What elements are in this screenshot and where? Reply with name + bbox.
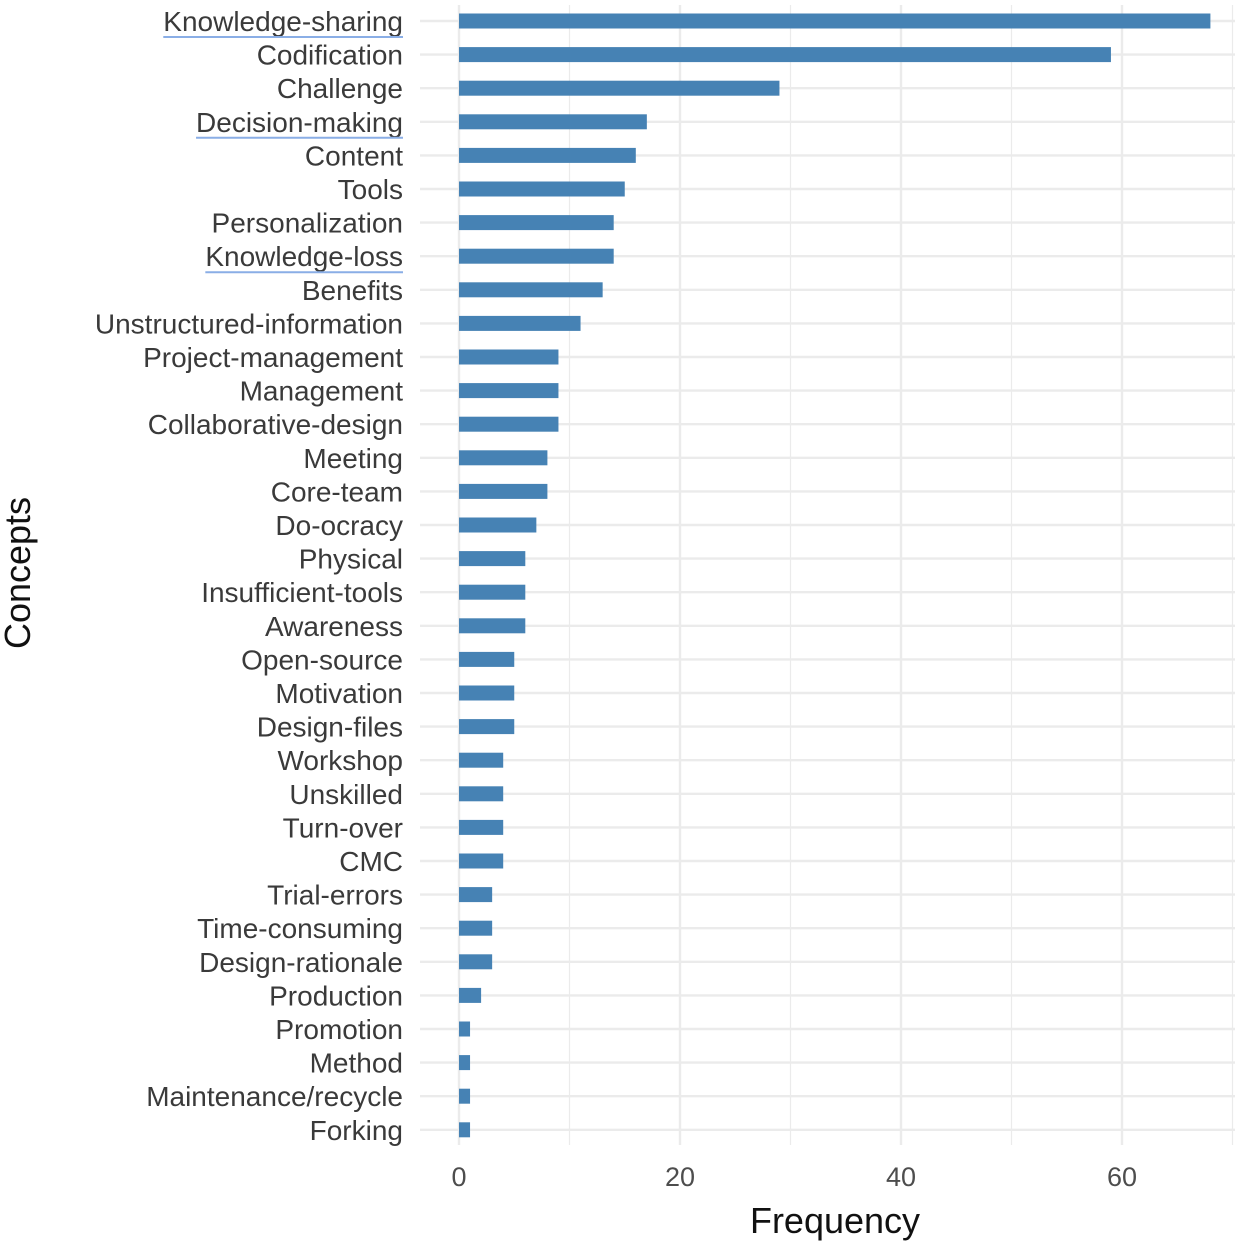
x-tick-label: 20 xyxy=(665,1162,695,1192)
category-label: Personalization xyxy=(212,208,403,239)
bar xyxy=(459,282,603,298)
bar xyxy=(459,450,548,466)
bar xyxy=(459,416,559,432)
category-label: CMC xyxy=(339,846,403,877)
bar xyxy=(459,114,647,130)
category-label: Core-team xyxy=(271,476,403,507)
category-label: Do-ocracy xyxy=(275,510,403,541)
category-label: Content xyxy=(305,140,403,171)
bar xyxy=(459,920,493,936)
category-label: Method xyxy=(310,1048,403,1079)
category-label: Collaborative-design xyxy=(148,409,403,440)
bar xyxy=(459,13,1211,29)
bar xyxy=(459,1021,471,1037)
category-label: Open-source xyxy=(241,644,403,675)
category-label: Decision-making xyxy=(196,107,403,138)
x-tick-label: 60 xyxy=(1107,1162,1137,1192)
bar xyxy=(459,80,780,96)
category-label: Motivation xyxy=(275,678,403,709)
bar xyxy=(459,1055,471,1071)
category-label: Project-management xyxy=(143,342,403,373)
bar xyxy=(459,954,493,970)
category-label: Workshop xyxy=(277,745,403,776)
bar xyxy=(459,551,526,567)
x-tick-labels: 0 20 40 60 xyxy=(451,1162,1137,1192)
bar xyxy=(459,1088,471,1104)
category-label: Physical xyxy=(299,544,403,575)
category-label: Design-files xyxy=(257,712,403,743)
bar xyxy=(459,147,636,163)
bar xyxy=(459,752,504,768)
y-axis-title: Concepts xyxy=(0,497,38,649)
bar xyxy=(459,215,614,231)
category-label: Benefits xyxy=(302,275,403,306)
bar xyxy=(459,349,559,365)
category-label: Time-consuming xyxy=(197,913,403,944)
category-label: Meeting xyxy=(303,443,403,474)
category-label: Knowledge-sharing xyxy=(163,6,403,37)
bar xyxy=(459,719,515,735)
category-label: Knowledge-loss xyxy=(205,241,403,272)
category-label: Insufficient-tools xyxy=(201,577,403,608)
grid-lines xyxy=(420,5,1235,1145)
bar xyxy=(459,618,526,634)
category-labels: Knowledge-sharingCodificationChallengeDe… xyxy=(95,6,403,1146)
x-tick-label: 0 xyxy=(451,1162,466,1192)
category-label: Unstructured-information xyxy=(95,308,403,339)
category-label: Production xyxy=(269,980,403,1011)
bar xyxy=(459,1122,471,1138)
bar xyxy=(459,517,537,533)
category-label: Codification xyxy=(257,40,403,71)
category-label: Turn-over xyxy=(283,812,403,843)
category-label: Design-rationale xyxy=(199,947,403,978)
bar xyxy=(459,819,504,835)
x-tick-label: 40 xyxy=(886,1162,916,1192)
category-label: Maintenance/recycle xyxy=(146,1081,403,1112)
bar xyxy=(459,786,504,802)
category-label: Challenge xyxy=(277,73,403,104)
bar xyxy=(459,383,559,399)
bar xyxy=(459,181,625,197)
category-label: Awareness xyxy=(265,611,403,642)
bar xyxy=(459,853,504,869)
bars xyxy=(459,13,1211,1138)
category-label: Unskilled xyxy=(289,779,403,810)
category-label: Management xyxy=(240,376,404,407)
x-axis-title: Frequency xyxy=(750,1200,920,1241)
bar xyxy=(459,651,515,667)
bar xyxy=(459,483,548,499)
category-label: Promotion xyxy=(275,1014,403,1045)
bar xyxy=(459,987,482,1003)
bar xyxy=(459,685,515,701)
category-label: Tools xyxy=(338,174,403,205)
bar xyxy=(459,248,614,264)
bar xyxy=(459,315,581,331)
bar xyxy=(459,887,493,903)
bar xyxy=(459,47,1111,63)
bar xyxy=(459,584,526,600)
category-label: Trial-errors xyxy=(267,880,403,911)
category-label: Forking xyxy=(310,1115,403,1146)
